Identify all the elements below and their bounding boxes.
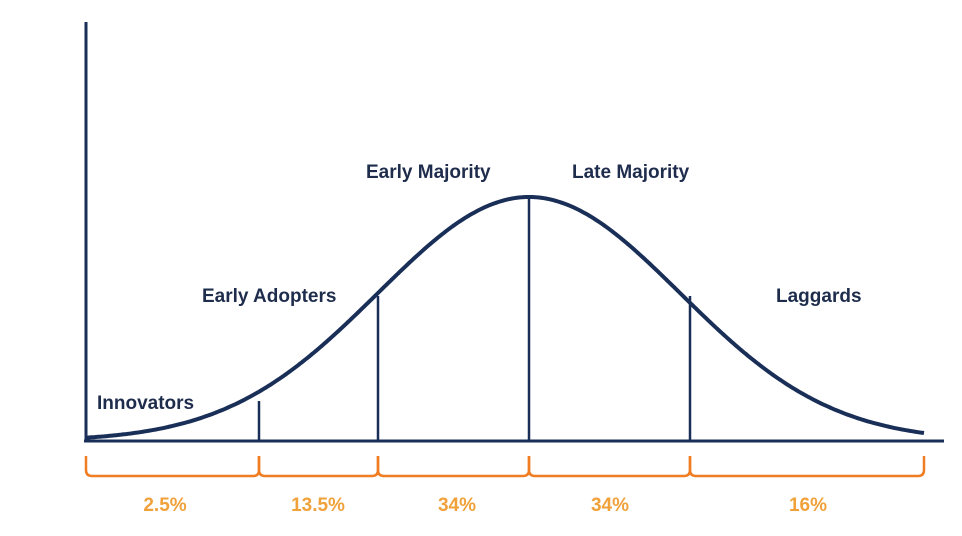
percent-late-majority: 34% — [590, 495, 630, 516]
percent-early-majority: 34% — [437, 495, 477, 516]
percent-laggards: 16% — [788, 495, 828, 516]
percent-early-adopters: 13.5% — [291, 495, 345, 516]
bell-curve — [85, 195, 925, 440]
bracket-innovators — [84, 456, 261, 478]
bracket-laggards — [688, 456, 926, 478]
label-early-majority: Early Majority — [366, 162, 491, 183]
bracket-early-adopters — [257, 456, 380, 478]
bracket-early-majority — [376, 456, 531, 478]
label-laggards: Laggards — [776, 286, 862, 307]
label-late-majority: Late Majority — [572, 162, 690, 183]
label-innovators: Innovators — [97, 393, 195, 414]
label-early-adopters: Early Adopters — [202, 286, 337, 307]
percent-innovators: 2.5% — [143, 495, 187, 516]
bracket-late-majority — [527, 456, 692, 478]
